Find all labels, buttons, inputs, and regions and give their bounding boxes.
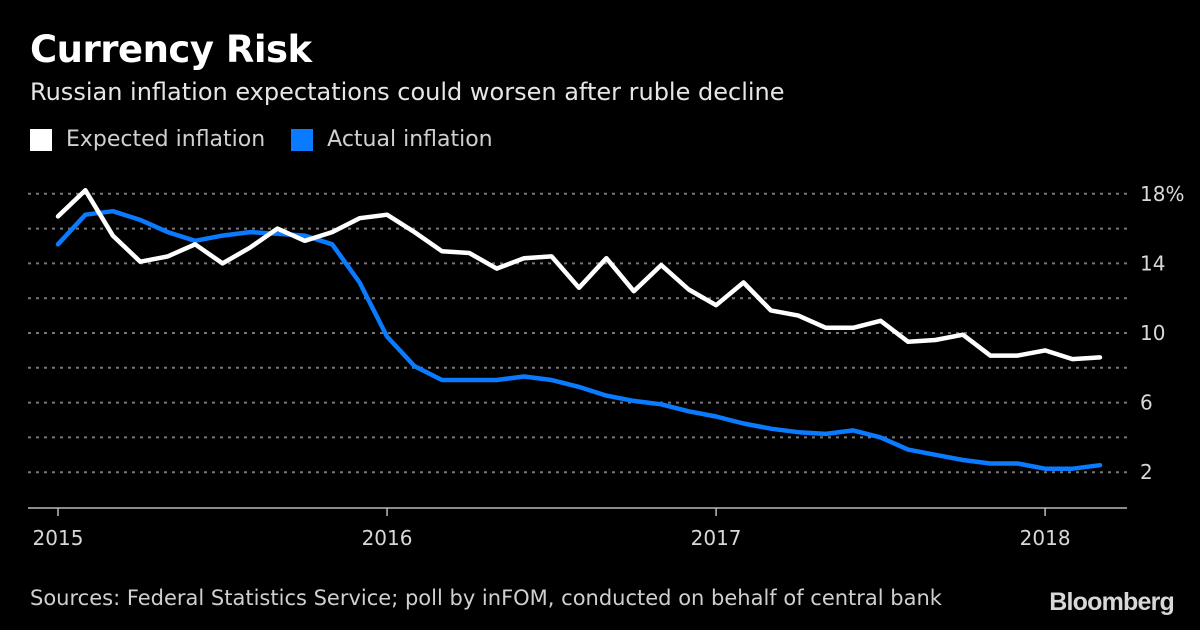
chart-subtitle: Russian inflation expectations could wor… [30,78,785,106]
legend-swatch-expected [30,128,52,151]
y-tick-label: 14 [1140,251,1165,275]
y-tick-label: 6 [1140,391,1153,415]
legend-label-expected: Expected inflation [66,127,266,152]
series-line-expected [55,188,1103,362]
x-tick-label: 2017 [691,526,742,550]
x-tick-label: 2018 [1020,526,1071,550]
series-line-actual [55,208,1103,471]
legend: Expected inflation Actual inflation [30,127,519,152]
bloomberg-logo: Bloomberg [1049,588,1175,616]
legend-item-actual: Actual inflation [291,127,493,152]
x-tick-label: 2016 [362,526,413,550]
legend-swatch-actual [291,128,314,151]
x-tick-label: 2015 [33,526,84,550]
legend-label-actual: Actual inflation [327,127,493,152]
chart-title: Currency Risk [30,28,312,71]
legend-item-expected: Expected inflation [30,127,265,152]
source-note: Sources: Federal Statistics Service; pol… [30,586,942,610]
y-tick-label: 18% [1140,182,1184,206]
y-tick-label: 2 [1140,460,1153,484]
y-tick-label: 10 [1140,321,1165,345]
